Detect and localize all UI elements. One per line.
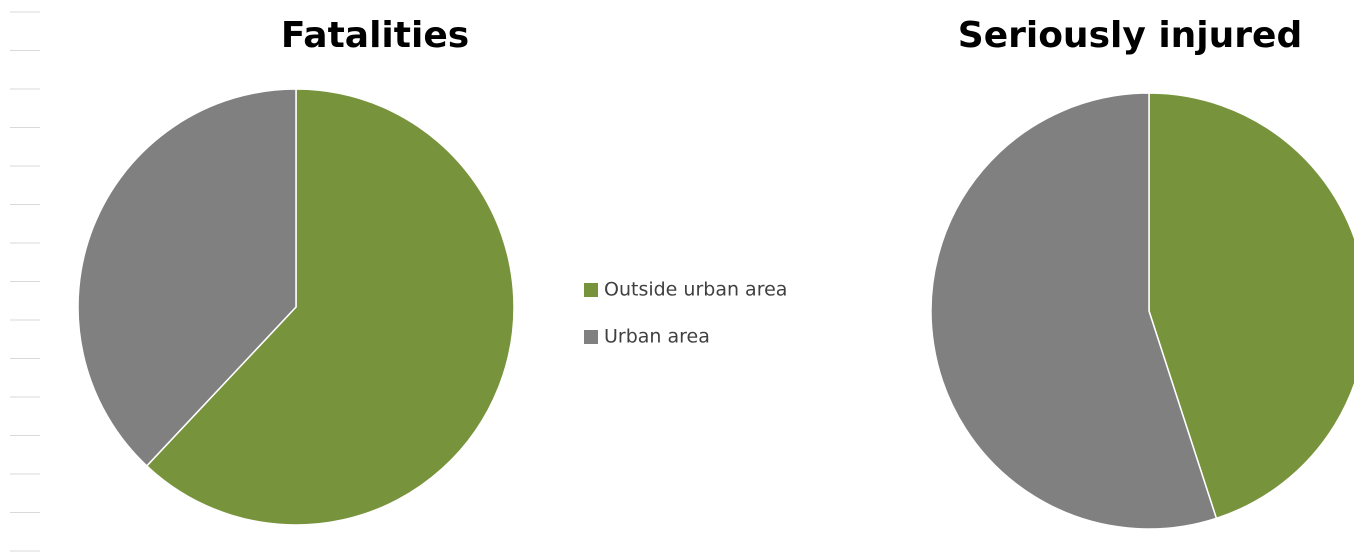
legend-label: Urban area	[604, 326, 710, 348]
pie-slice	[145, 88, 515, 526]
pie-slice	[930, 92, 1218, 530]
legend-swatch	[584, 330, 598, 344]
chart-title: Fatalities	[281, 15, 469, 56]
pie-slice	[1148, 92, 1354, 520]
legend-label: Outside urban area	[604, 279, 787, 301]
chart-title: Seriously injured	[958, 15, 1302, 56]
legend-swatch	[584, 283, 598, 297]
sheet-rows	[10, 11, 40, 552]
pie-slice	[77, 88, 297, 467]
